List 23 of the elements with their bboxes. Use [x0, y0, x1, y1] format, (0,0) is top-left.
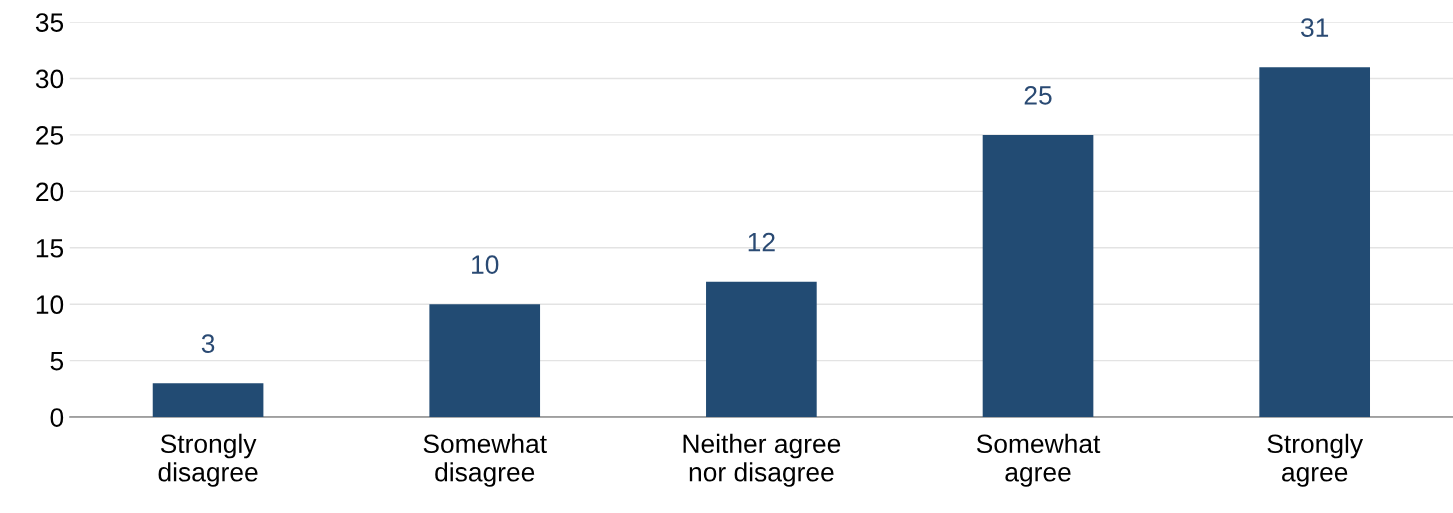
x-tick-label: Somewhat disagree — [423, 433, 547, 487]
bar — [706, 281, 817, 418]
y-tick-label: 20 — [36, 182, 64, 202]
y-tick-label: 10 — [36, 295, 64, 315]
data-label: 12 — [748, 232, 775, 252]
x-tick-label: Strongly disagree — [158, 433, 258, 487]
x-tick-label: Strongly agree — [1267, 433, 1364, 487]
bar — [982, 134, 1094, 418]
y-tick-label: 35 — [35, 13, 64, 32]
x-tick-label: Neither agree nor disagree — [683, 433, 841, 487]
data-label: 3 — [201, 334, 215, 353]
y-tick-label: 30 — [35, 69, 64, 89]
data-label: 25 — [1024, 86, 1052, 105]
data-label: 31 — [1301, 18, 1329, 37]
y-tick-label: 15 — [36, 239, 64, 258]
y-tick-label: 25 — [36, 126, 64, 145]
data-label: 10 — [472, 255, 499, 274]
x-tick-label: Somewhat agree — [976, 433, 1101, 487]
bar — [429, 304, 541, 418]
y-tick-label: 5 — [50, 352, 64, 371]
bar — [152, 383, 264, 418]
bar — [1259, 67, 1370, 418]
y-tick-label: 0 — [50, 408, 64, 427]
